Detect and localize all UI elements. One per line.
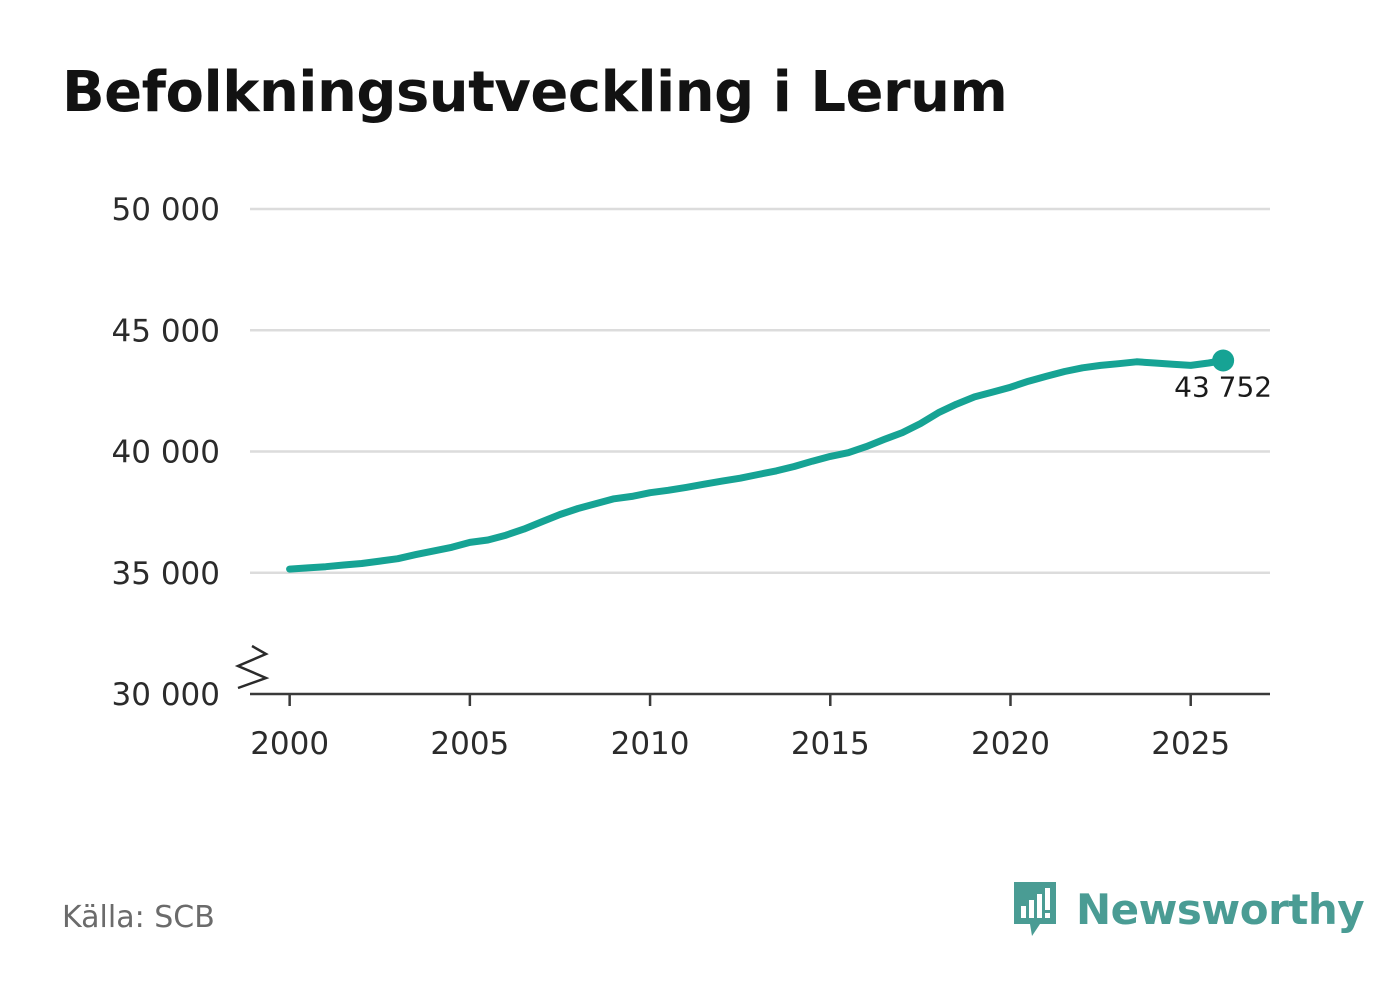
brand-name: Newsworthy <box>1076 884 1365 934</box>
last-value-point <box>1212 349 1235 372</box>
x-tick-label: 2000 <box>250 726 329 762</box>
last-value-label: 43 752 <box>1174 371 1272 404</box>
y-tick-label: 45 000 <box>112 313 220 349</box>
y-tick-label: 50 000 <box>112 192 220 228</box>
x-tick-label: 2010 <box>611 726 690 762</box>
bar-chart-speech-bubble-icon <box>1014 882 1056 936</box>
population-line <box>286 357 1227 573</box>
y-axis-ticks: 30 000 35 000 40 000 45 000 50 000 <box>112 192 220 713</box>
x-tick-label: 2005 <box>430 726 509 762</box>
x-tick-label: 2015 <box>791 726 870 762</box>
x-tick-label: 2020 <box>971 726 1050 762</box>
x-axis-ticks: 2000 2005 2010 2015 2020 2025 <box>250 694 1230 762</box>
chart-title: Befolkningsutveckling i Lerum <box>62 60 1008 125</box>
axis-break-mark <box>234 644 270 690</box>
y-tick-label: 30 000 <box>112 677 220 713</box>
y-tick-label: 35 000 <box>112 556 220 592</box>
y-tick-label: 40 000 <box>112 435 220 471</box>
gridlines <box>250 207 1270 574</box>
newsworthy-logo: Newsworthy <box>1010 878 1365 940</box>
source-note: Källa: SCB <box>62 900 215 935</box>
x-tick-label: 2025 <box>1151 726 1230 762</box>
